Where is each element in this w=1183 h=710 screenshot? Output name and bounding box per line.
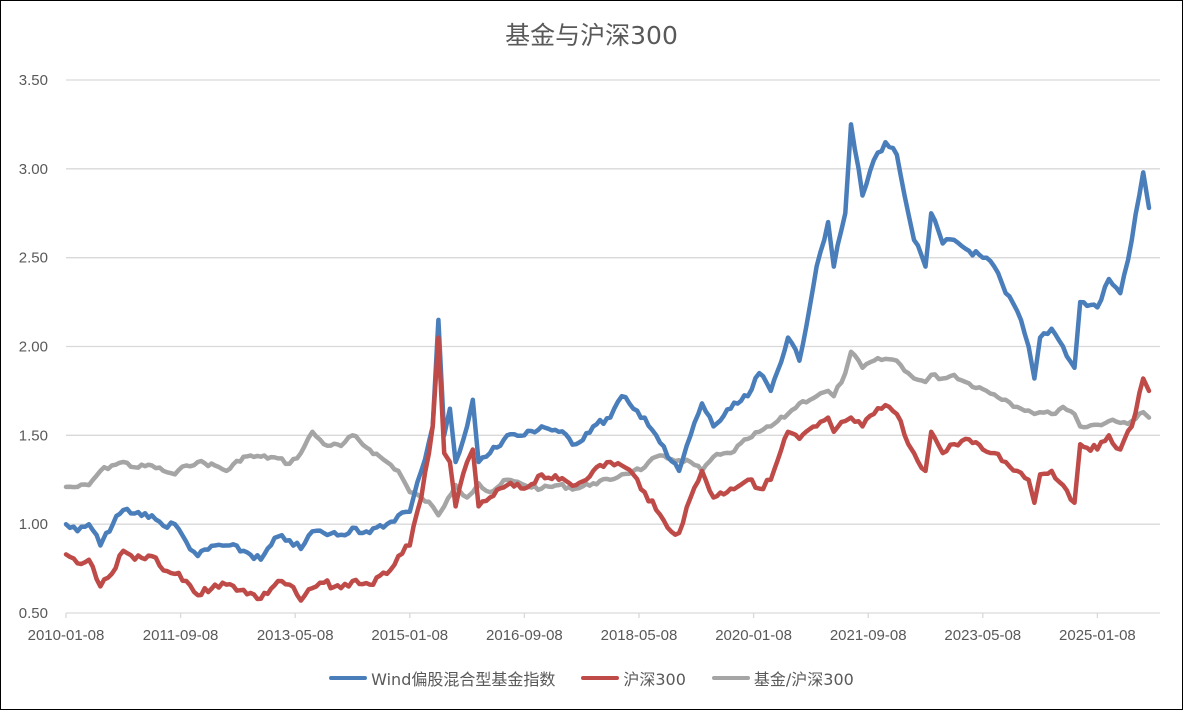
legend-swatch-blue bbox=[329, 676, 368, 680]
svg-text:2020-01-08: 2020-01-08 bbox=[715, 627, 792, 644]
legend-item-ratio[interactable]: 基金/沪深300 bbox=[711, 666, 854, 690]
legend-item-csi300[interactable]: 沪深300 bbox=[581, 666, 686, 690]
y-axis: 3.50 3.00 2.50 2.00 1.50 1.00 0.50 bbox=[19, 72, 48, 622]
legend-item-fund-index[interactable]: Wind偏股混合型基金指数 bbox=[329, 666, 555, 690]
svg-text:2010-01-08: 2010-01-08 bbox=[28, 627, 105, 644]
series-line-0 bbox=[63, 122, 1152, 562]
svg-text:1.50: 1.50 bbox=[19, 427, 48, 444]
svg-text:3.00: 3.00 bbox=[19, 161, 48, 178]
legend-label: Wind偏股混合型基金指数 bbox=[371, 670, 556, 689]
svg-text:2.00: 2.00 bbox=[19, 339, 48, 356]
chart-title: 基金与沪深300 bbox=[505, 21, 678, 50]
gridlines bbox=[66, 79, 1160, 614]
legend-label: 基金/沪深300 bbox=[753, 670, 854, 689]
svg-text:2.50: 2.50 bbox=[19, 250, 48, 267]
svg-text:0.50: 0.50 bbox=[19, 605, 48, 622]
series-line-2 bbox=[63, 349, 1152, 518]
svg-text:2013-05-08: 2013-05-08 bbox=[257, 627, 334, 644]
svg-text:1.00: 1.00 bbox=[19, 516, 48, 533]
legend-swatch-red bbox=[581, 676, 620, 680]
legend: Wind偏股混合型基金指数 沪深300 基金/沪深300 bbox=[0, 666, 1183, 690]
series-line-1 bbox=[63, 335, 1152, 603]
legend-label: 沪深300 bbox=[623, 670, 686, 689]
svg-text:2018-05-08: 2018-05-08 bbox=[601, 627, 678, 644]
svg-text:2016-09-08: 2016-09-08 bbox=[486, 627, 563, 644]
series-lines bbox=[63, 122, 1152, 603]
svg-text:2021-09-08: 2021-09-08 bbox=[830, 627, 907, 644]
svg-text:2015-01-08: 2015-01-08 bbox=[371, 627, 448, 644]
svg-text:2023-05-08: 2023-05-08 bbox=[944, 627, 1021, 644]
svg-text:2011-09-08: 2011-09-08 bbox=[143, 627, 219, 644]
svg-text:3.50: 3.50 bbox=[19, 72, 48, 89]
svg-text:2025-01-08: 2025-01-08 bbox=[1059, 627, 1136, 644]
x-axis: 2010-01-08 2011-09-08 2013-05-08 2015-01-08… bbox=[28, 613, 1136, 644]
legend-swatch-gray bbox=[711, 676, 750, 680]
